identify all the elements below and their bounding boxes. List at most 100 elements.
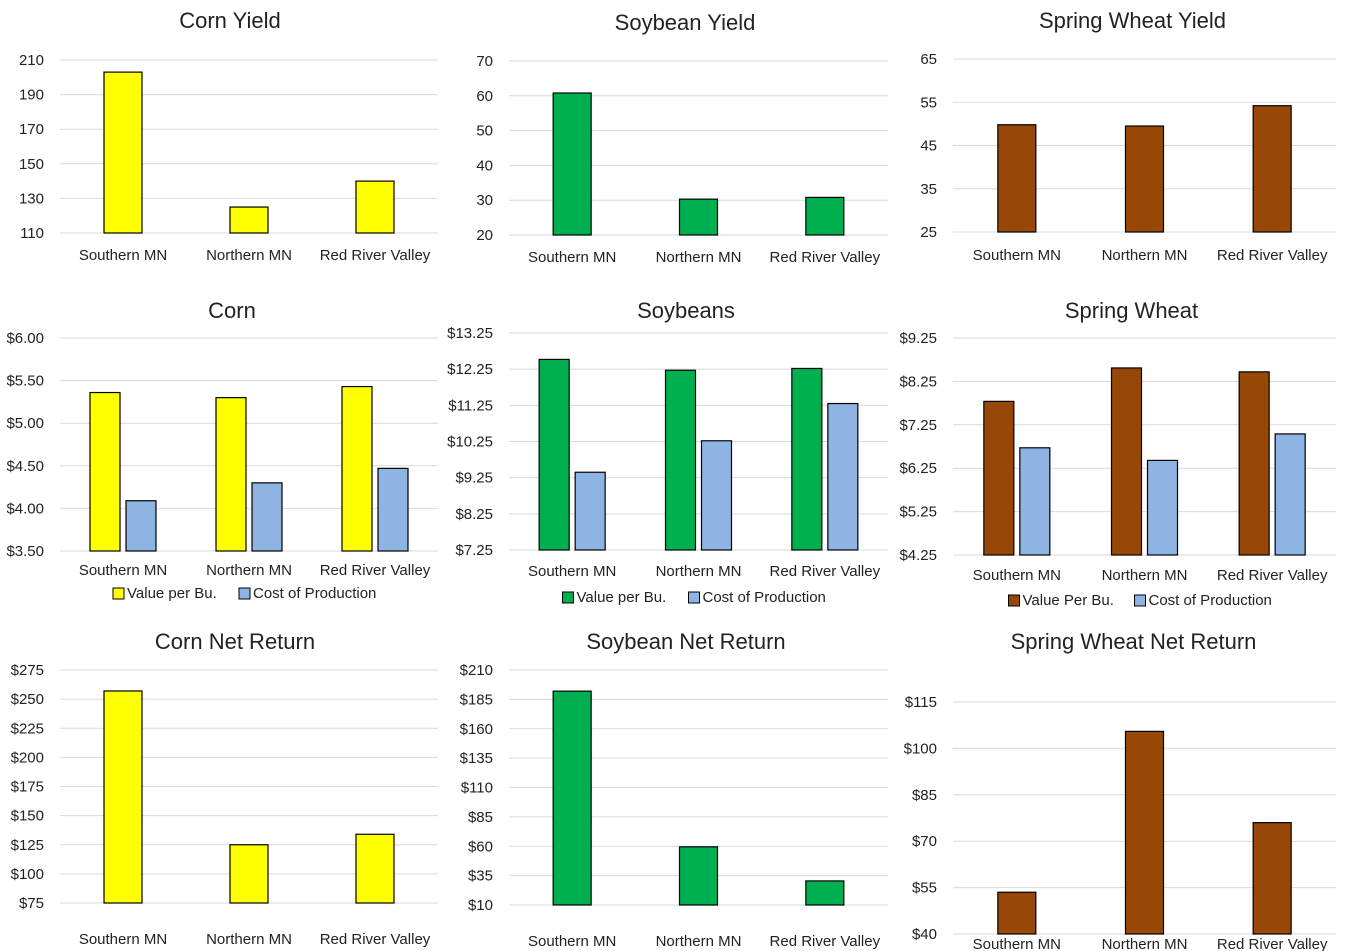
bar (1252, 822, 1292, 935)
x-tick-label: Red River Valley (770, 249, 881, 266)
x-tick-label: Northern MN (656, 933, 742, 950)
y-tick-label: $7.25 (455, 542, 493, 559)
x-tick-label: Northern MN (656, 249, 742, 266)
x-tick-label: Southern MN (79, 247, 167, 264)
x-tick-label: Northern MN (206, 562, 292, 579)
chart-title: Soybeans (637, 298, 735, 323)
chart-svg: $40 $55 $70 $85 $100 $115 Southern MN Northern … (904, 694, 1336, 951)
chart-title: Spring Wheat Yield (1038, 8, 1227, 33)
y-tick-label: $55 (912, 880, 937, 897)
y-tick-label: 210 (19, 52, 44, 69)
y-tick-label: 35 (920, 181, 937, 198)
y-tick-label: $9.25 (899, 330, 937, 347)
y-tick-label: $12.25 (447, 361, 493, 378)
chart-corn-net-return: Corn Net Return $75 $100 $125 $150 $175 $200 $… (0, 620, 450, 951)
y-tick-label: 30 (476, 192, 493, 209)
y-tick-label: $6.00 (6, 330, 44, 347)
y-tick-label: $5.50 (6, 373, 44, 390)
y-tick-label: 20 (476, 227, 493, 244)
bar (229, 844, 269, 904)
bar (1110, 367, 1143, 556)
y-tick-label: $4.50 (6, 458, 44, 475)
bar (341, 385, 373, 552)
y-tick-label: $100 (904, 740, 937, 757)
y-tick-label: 110 (20, 225, 44, 242)
x-tick-label: Red River Valley (770, 563, 881, 580)
x-tick-label: Southern MN (973, 936, 1061, 951)
x-tick-label: Southern MN (973, 247, 1061, 264)
x-tick-label: Red River Valley (770, 933, 881, 950)
legend-swatch (1134, 594, 1146, 607)
bar (103, 71, 143, 234)
y-tick-label: $8.25 (455, 506, 493, 523)
x-tick-label: Red River Valley (1217, 936, 1328, 951)
bar (125, 500, 157, 552)
x-tick-label: Red River Valley (1217, 247, 1328, 264)
y-tick-label: $225 (11, 720, 44, 737)
bar (552, 92, 592, 236)
legend-swatch (562, 591, 574, 604)
y-tick-label: 60 (476, 88, 493, 105)
bar (1238, 371, 1270, 556)
chart-spring-wheat-price-cost: Spring Wheat $4.25 $5.25 $6.25 $7.25 $8.25 $9… (899, 290, 1351, 620)
bar (1124, 730, 1165, 935)
chart-corn-price-cost: Corn $3.50 $4.00 $4.50 $5.00 $5.50 $6.00 South… (0, 290, 450, 620)
chart-soybeans-price-cost: Soybeans $7.25 $8.25 $9.25 $10.25 $11.25 $12.… (447, 290, 900, 620)
y-tick-label: $70 (912, 833, 937, 850)
bar (1146, 459, 1179, 556)
bar (678, 846, 719, 906)
y-tick-label: $60 (468, 838, 493, 855)
y-tick-label: 25 (920, 224, 937, 241)
bar (552, 690, 592, 906)
y-tick-label: 150 (19, 156, 44, 173)
y-tick-label: $100 (11, 866, 44, 883)
chart-title: Corn (208, 298, 256, 323)
bar (89, 391, 121, 552)
bar (103, 690, 143, 904)
x-tick-label: Northern MN (1102, 567, 1188, 584)
legend-label: Value per Bu. (577, 589, 667, 606)
y-tick-label: $9.25 (455, 470, 493, 487)
legend-swatch (1008, 594, 1020, 607)
x-tick-label: Red River Valley (320, 247, 431, 264)
y-tick-label: 190 (19, 87, 44, 104)
y-tick-label: $115 (905, 694, 937, 711)
legend-label: Cost of Production (253, 585, 376, 602)
legend-label: Cost of Production (703, 589, 826, 606)
legend-label: Value per Bu. (127, 585, 217, 602)
chart-svg: $3.50 $4.00 $4.50 $5.00 $5.50 $6.00 Southern M… (6, 330, 438, 602)
x-tick-label: Red River Valley (320, 562, 431, 579)
x-tick-label: Red River Valley (1217, 567, 1328, 584)
x-tick-label: Northern MN (206, 247, 292, 264)
chart-svg: $7.25 $8.25 $9.25 $10.25 $11.25 $12.25 $13.25 S… (447, 325, 888, 606)
chart-title: Soybean Net Return (586, 629, 786, 654)
y-tick-label: 70 (476, 53, 493, 70)
bar (1019, 447, 1051, 556)
bar (1252, 105, 1292, 233)
y-tick-label: $6.25 (899, 460, 937, 477)
legend-swatch (238, 587, 251, 600)
x-tick-label: Red River Valley (320, 931, 431, 948)
y-tick-label: $10.25 (447, 434, 493, 451)
x-tick-label: Southern MN (79, 931, 167, 948)
y-tick-label: $10 (468, 897, 493, 914)
bar (377, 467, 409, 552)
y-tick-label: $4.25 (899, 547, 937, 564)
chart-title: Spring Wheat Net Return (1010, 629, 1257, 654)
legend-swatch (688, 591, 700, 604)
chart-svg: $4.25 $5.25 $6.25 $7.25 $8.25 $9.25 Southern M… (899, 330, 1336, 609)
y-tick-label: 65 (920, 51, 937, 68)
chart-svg: 25 35 45 55 65 Southern MN Northern MN Red Rive… (920, 51, 1336, 264)
bar (1124, 125, 1165, 233)
bar (215, 397, 247, 552)
y-tick-label: $35 (468, 868, 493, 885)
y-tick-label: $3.50 (6, 543, 44, 560)
chart-svg: 110 130 150 170 190 210 Southern MN Northern MN… (19, 52, 438, 264)
x-tick-label: Northern MN (656, 563, 742, 580)
bar (664, 369, 697, 551)
bar (678, 198, 719, 236)
legend-label: Cost of Production (1149, 592, 1272, 609)
y-tick-label: 130 (19, 190, 44, 207)
bar (355, 833, 395, 904)
